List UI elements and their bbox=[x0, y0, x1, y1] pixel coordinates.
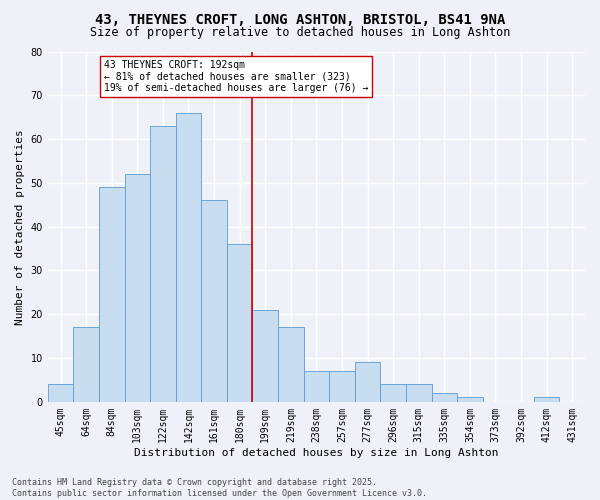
Text: Size of property relative to detached houses in Long Ashton: Size of property relative to detached ho… bbox=[90, 26, 510, 39]
Bar bbox=[278, 328, 304, 402]
Bar bbox=[150, 126, 176, 402]
Bar bbox=[253, 310, 278, 402]
Y-axis label: Number of detached properties: Number of detached properties bbox=[15, 129, 25, 324]
Bar bbox=[355, 362, 380, 402]
Bar bbox=[201, 200, 227, 402]
Bar bbox=[73, 328, 99, 402]
Bar bbox=[457, 398, 482, 402]
Text: Contains HM Land Registry data © Crown copyright and database right 2025.
Contai: Contains HM Land Registry data © Crown c… bbox=[12, 478, 427, 498]
Bar bbox=[380, 384, 406, 402]
Bar bbox=[534, 398, 559, 402]
Bar bbox=[227, 244, 253, 402]
Text: 43, THEYNES CROFT, LONG ASHTON, BRISTOL, BS41 9NA: 43, THEYNES CROFT, LONG ASHTON, BRISTOL,… bbox=[95, 12, 505, 26]
Bar bbox=[406, 384, 431, 402]
X-axis label: Distribution of detached houses by size in Long Ashton: Distribution of detached houses by size … bbox=[134, 448, 499, 458]
Bar bbox=[99, 188, 125, 402]
Bar bbox=[176, 113, 201, 402]
Bar bbox=[48, 384, 73, 402]
Text: 43 THEYNES CROFT: 192sqm
← 81% of detached houses are smaller (323)
19% of semi-: 43 THEYNES CROFT: 192sqm ← 81% of detach… bbox=[104, 60, 368, 94]
Bar bbox=[431, 393, 457, 402]
Bar bbox=[329, 371, 355, 402]
Bar bbox=[304, 371, 329, 402]
Bar bbox=[125, 174, 150, 402]
